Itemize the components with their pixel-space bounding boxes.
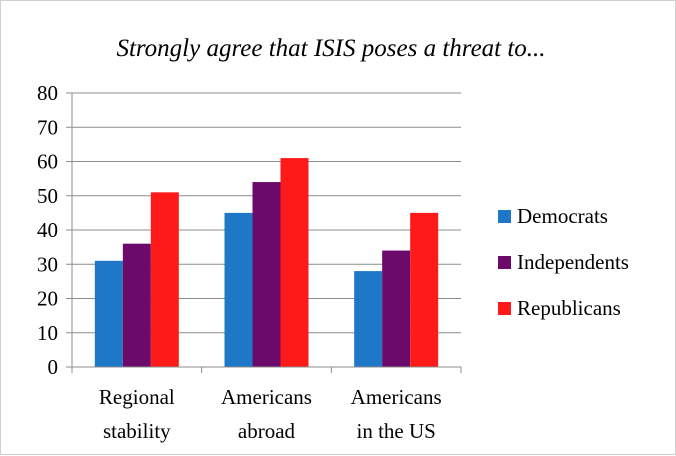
bar-democrats (224, 212, 253, 367)
y-tick-label: 30 (37, 252, 58, 276)
bar-independents (122, 243, 151, 367)
legend-label-independents: Independents (517, 250, 629, 274)
bar-democrats (94, 260, 123, 367)
bars (94, 158, 439, 367)
y-tick-label: 70 (37, 115, 58, 139)
x-tick-label: stability (103, 419, 171, 443)
axes (71, 93, 462, 373)
legend-swatch-independents (498, 256, 511, 269)
bar-republicans (280, 158, 309, 367)
y-tick-label: 20 (37, 287, 58, 311)
x-tick-label: Regional (99, 385, 175, 409)
bar-independents (382, 250, 411, 367)
bar-republicans (150, 192, 179, 367)
legend-swatch-republicans (498, 302, 511, 315)
x-tick-label: abroad (238, 419, 296, 443)
y-tick-label: 40 (37, 218, 58, 242)
bar-democrats (354, 271, 383, 367)
bar-republicans (410, 212, 439, 367)
y-tick-label: 80 (37, 81, 58, 105)
y-tick-label: 0 (48, 355, 59, 379)
y-axis-tick-labels: 0 10 20 30 40 50 60 70 80 (37, 81, 58, 379)
legend-swatch-democrats (498, 210, 511, 223)
y-tick-label: 10 (37, 321, 58, 345)
bar-independents (252, 182, 281, 367)
legend-label-democrats: Democrats (517, 204, 608, 228)
legend: Democrats Independents Republicans (498, 204, 629, 320)
y-tick-label: 60 (37, 150, 58, 174)
x-tick-label: Americans (351, 385, 442, 409)
y-tick-label: 50 (37, 184, 58, 208)
legend-label-republicans: Republicans (517, 296, 621, 320)
x-axis-tick-labels: Regional stability Americans abroad American… (99, 385, 442, 443)
x-tick-label: in the US (356, 419, 435, 443)
x-tick-label: Americans (221, 385, 312, 409)
chart-title: Strongly agree that ISIS poses a threat … (116, 35, 545, 62)
